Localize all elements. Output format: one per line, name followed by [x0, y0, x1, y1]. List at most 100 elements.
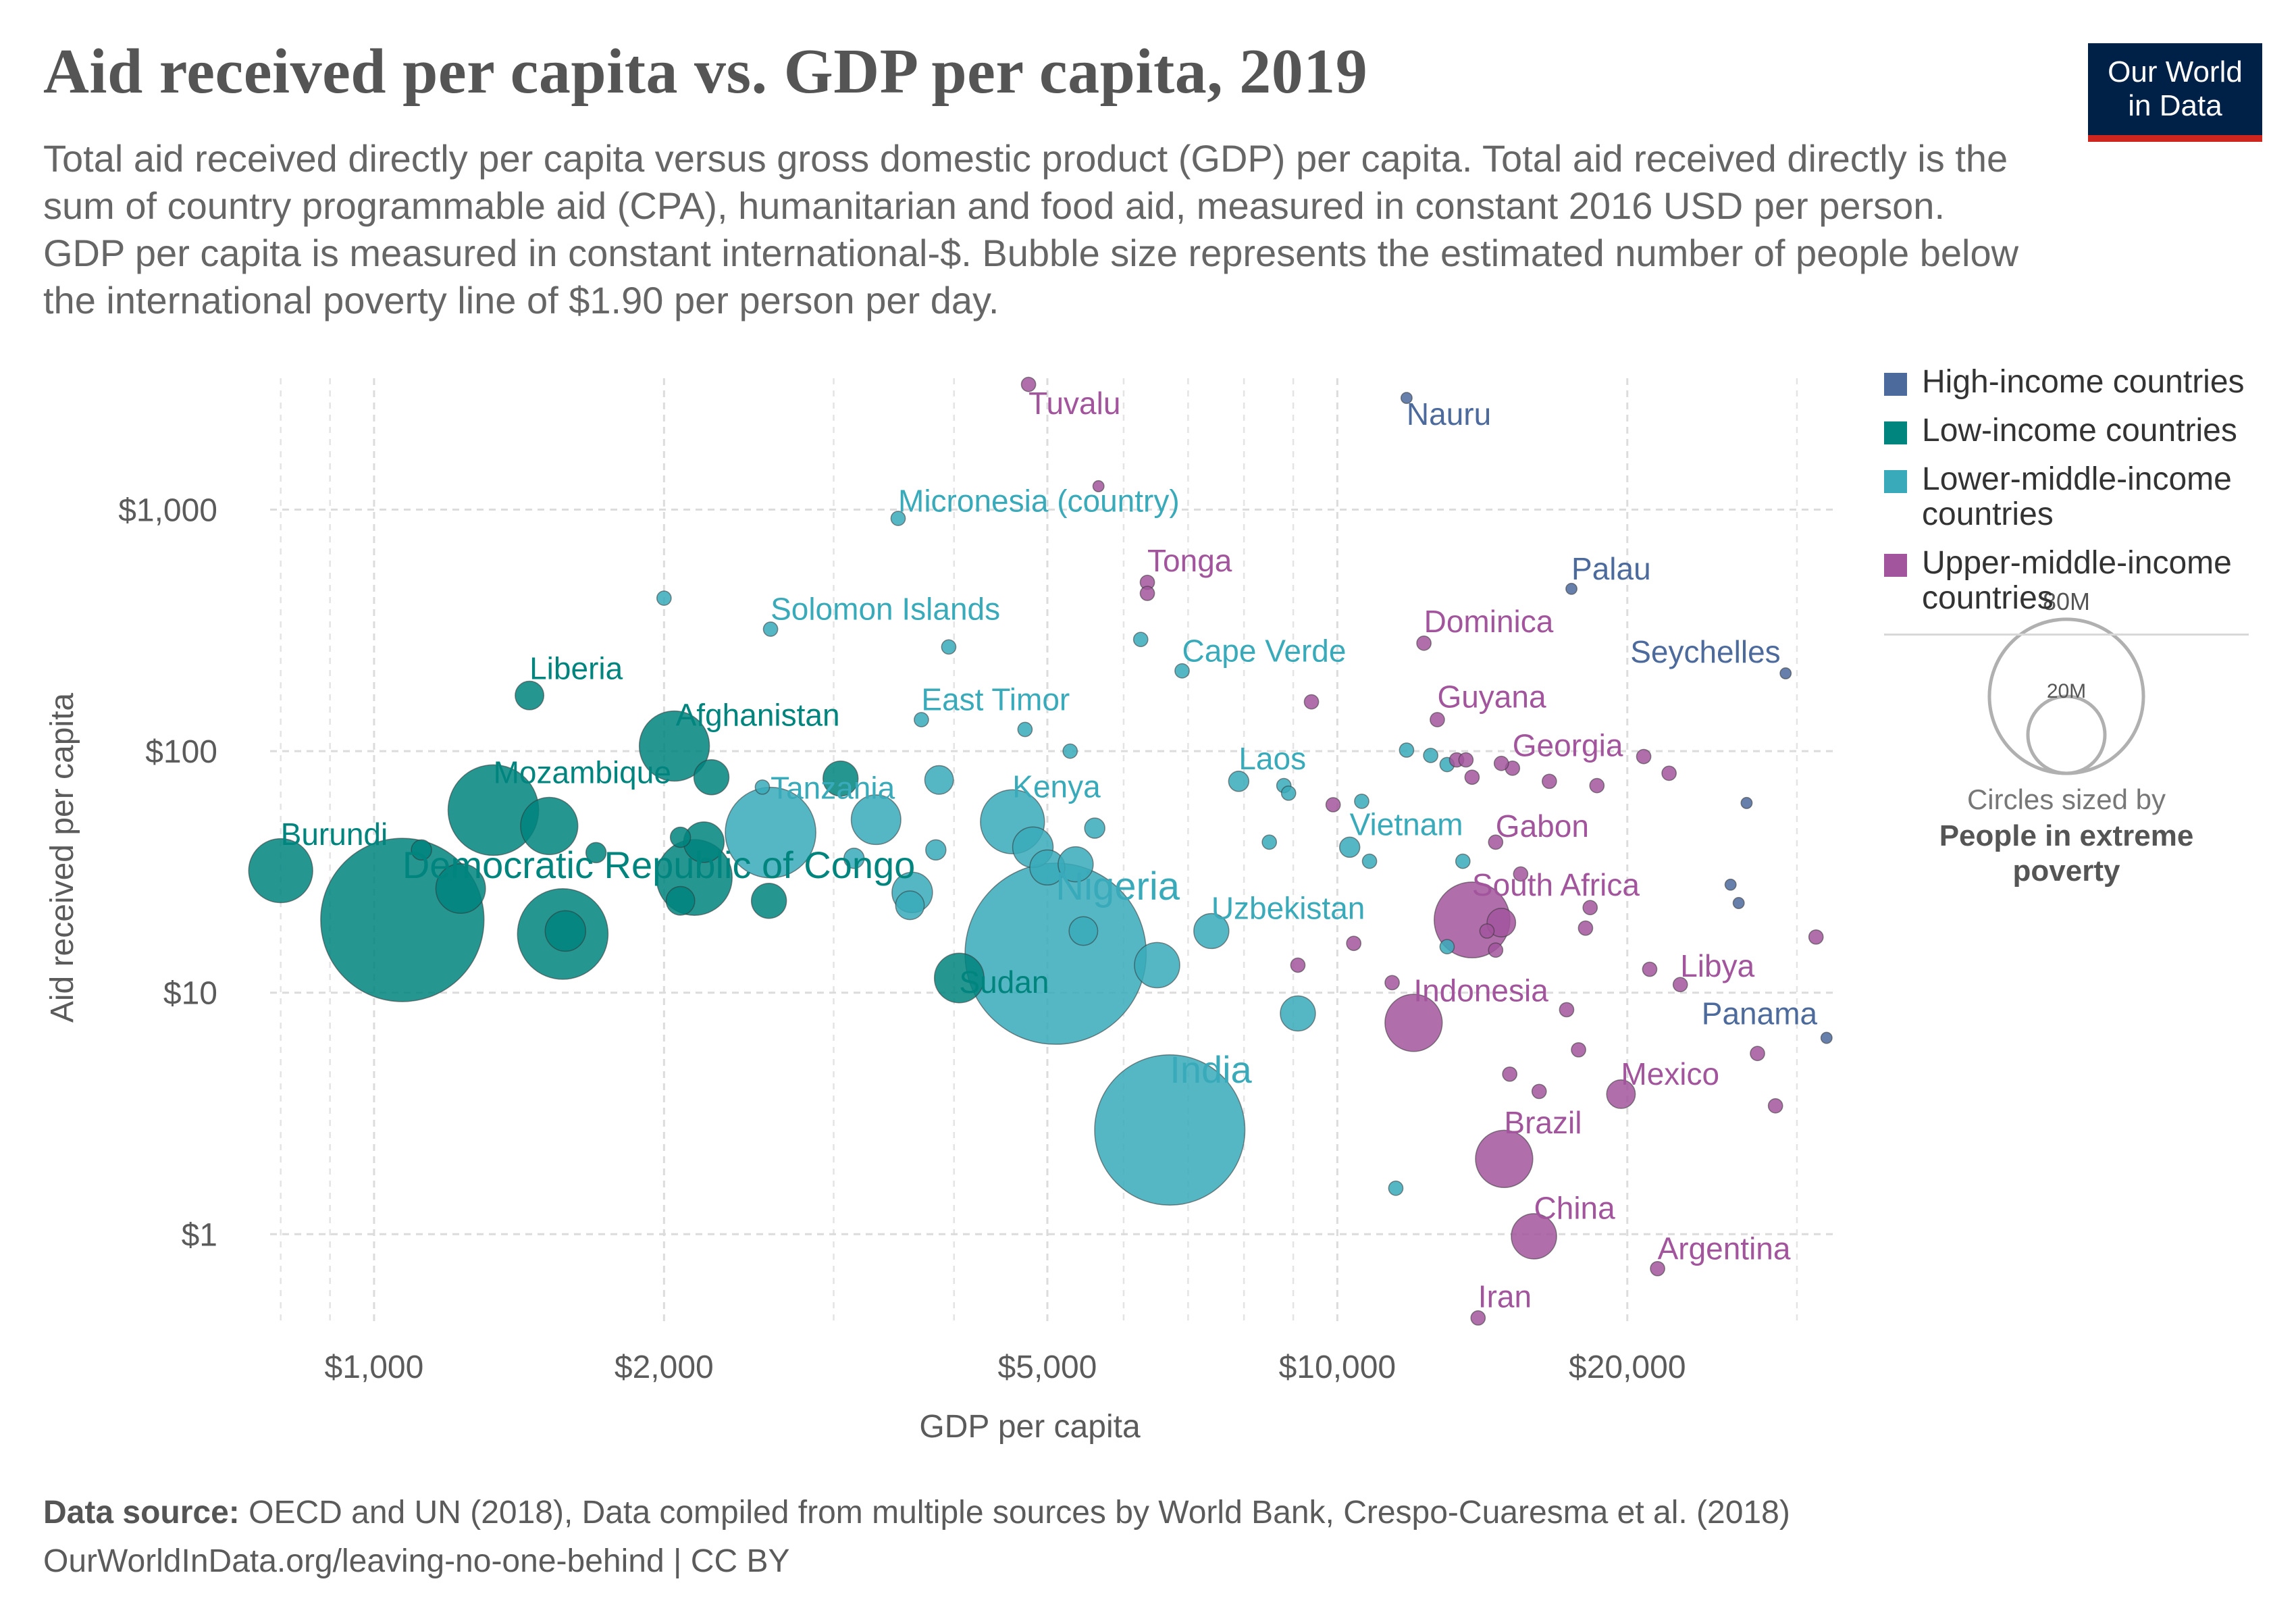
- point-panama[interactable]: [1820, 1031, 1833, 1044]
- point-unlabeled[interactable]: [1361, 853, 1378, 869]
- point-liberia[interactable]: [515, 680, 545, 711]
- point-unlabeled[interactable]: [1325, 797, 1341, 813]
- point-india[interactable]: [1094, 1054, 1246, 1206]
- legend-item-lower-middle-income[interactable]: Lower-middle-income countries: [1884, 462, 2249, 532]
- point-argentina[interactable]: [1650, 1260, 1665, 1277]
- point-unlabeled[interactable]: [1636, 748, 1652, 765]
- point-unlabeled[interactable]: [656, 590, 672, 606]
- point-iran[interactable]: [1470, 1310, 1486, 1326]
- source-url[interactable]: OurWorldInData.org/leaving-no-one-behind…: [43, 1543, 790, 1579]
- point-unlabeled[interactable]: [1261, 834, 1278, 850]
- point-unlabeled[interactable]: [941, 639, 957, 655]
- point-unlabeled[interactable]: [1084, 817, 1105, 839]
- point-nauru[interactable]: [1400, 392, 1413, 405]
- point-unlabeled[interactable]: [1062, 743, 1078, 759]
- point-unlabeled[interactable]: [520, 796, 579, 856]
- point-unlabeled[interactable]: [1502, 1066, 1518, 1082]
- point-unlabeled[interactable]: [924, 765, 954, 795]
- point-indonesia[interactable]: [1384, 994, 1443, 1052]
- point-palau[interactable]: [1565, 582, 1578, 595]
- point-guyana[interactable]: [1430, 712, 1445, 727]
- point-unlabeled[interactable]: [1134, 942, 1180, 989]
- point-unlabeled[interactable]: [1354, 794, 1369, 809]
- point-east-timor[interactable]: [914, 712, 929, 727]
- point-unlabeled[interactable]: [1577, 920, 1594, 936]
- legend-item-low-income[interactable]: Low-income countries: [1884, 413, 2249, 448]
- point-unlabeled[interactable]: [665, 885, 696, 916]
- point-unlabeled[interactable]: [1531, 1083, 1547, 1100]
- point-unlabeled[interactable]: [1571, 1041, 1586, 1058]
- point-unlabeled[interactable]: [1732, 897, 1745, 909]
- point-unlabeled[interactable]: [1388, 1180, 1404, 1196]
- point-unlabeled[interactable]: [925, 839, 947, 861]
- point-unlabeled[interactable]: [585, 842, 607, 864]
- point-unlabeled[interactable]: [1058, 846, 1094, 883]
- point-unlabeled[interactable]: [1139, 586, 1155, 601]
- point-unlabeled[interactable]: [544, 910, 587, 952]
- point-unlabeled[interactable]: [1017, 721, 1033, 738]
- point-unlabeled[interactable]: [1280, 785, 1297, 801]
- point-unlabeled[interactable]: [1724, 878, 1737, 891]
- point-unlabeled[interactable]: [1290, 957, 1306, 973]
- legend-item-high-income[interactable]: High-income countries: [1884, 365, 2249, 400]
- point-tanzania[interactable]: [725, 786, 816, 879]
- point-unlabeled[interactable]: [693, 758, 730, 796]
- point-sudan[interactable]: [933, 952, 985, 1004]
- legend-item-upper-middle-income[interactable]: Upper-middle-income countries: [1884, 546, 2249, 616]
- point-tuvalu[interactable]: [1020, 376, 1037, 392]
- point-unlabeled[interactable]: [1589, 777, 1605, 794]
- point-unlabeled[interactable]: [1661, 765, 1677, 781]
- point-solomon-islands[interactable]: [762, 621, 779, 637]
- point-unlabeled[interactable]: [1750, 1046, 1765, 1062]
- point-unlabeled[interactable]: [1464, 769, 1480, 786]
- point-unlabeled[interactable]: [435, 863, 486, 914]
- point-unlabeled[interactable]: [1384, 975, 1400, 991]
- point-unlabeled[interactable]: [823, 760, 859, 797]
- point-unlabeled[interactable]: [1513, 866, 1529, 882]
- point-unlabeled[interactable]: [411, 839, 432, 861]
- point-mexico[interactable]: [1606, 1079, 1636, 1109]
- point-unlabeled[interactable]: [754, 779, 771, 795]
- point-unlabeled[interactable]: [1455, 853, 1471, 869]
- point-unlabeled[interactable]: [750, 883, 787, 919]
- point-unlabeled[interactable]: [843, 848, 865, 869]
- point-seychelles[interactable]: [1779, 667, 1792, 679]
- point-unlabeled[interactable]: [1346, 935, 1362, 952]
- point-uzbekistan[interactable]: [1193, 912, 1230, 950]
- point-unlabeled[interactable]: [1132, 632, 1149, 648]
- owid-logo[interactable]: Our World in Data: [2088, 43, 2262, 142]
- point-unlabeled[interactable]: [1767, 1098, 1783, 1114]
- point-brazil[interactable]: [1475, 1129, 1534, 1188]
- point-unlabeled[interactable]: [895, 890, 925, 921]
- point-unlabeled[interactable]: [1439, 939, 1455, 955]
- point-label-georgia: Georgia: [1513, 727, 1623, 763]
- point-laos[interactable]: [1228, 771, 1250, 792]
- point-unlabeled[interactable]: [850, 794, 902, 846]
- point-unlabeled[interactable]: [1479, 923, 1495, 939]
- point-unlabeled[interactable]: [1582, 900, 1598, 916]
- point-cape-verde[interactable]: [1174, 663, 1190, 679]
- point-unlabeled[interactable]: [1458, 752, 1474, 768]
- point-china[interactable]: [1511, 1213, 1557, 1260]
- point-unlabeled[interactable]: [1493, 755, 1509, 771]
- point-afghanistan[interactable]: [638, 710, 710, 782]
- point-unlabeled[interactable]: [1559, 1002, 1575, 1018]
- point-unlabeled[interactable]: [1280, 995, 1316, 1032]
- point-unlabeled[interactable]: [669, 826, 692, 848]
- point-unlabeled[interactable]: [1068, 916, 1099, 946]
- point-micronesia-country[interactable]: [890, 511, 906, 526]
- point-vietnam[interactable]: [1338, 836, 1361, 858]
- point-unlabeled[interactable]: [1740, 796, 1753, 809]
- point-dominica[interactable]: [1416, 635, 1432, 651]
- point-burundi[interactable]: [248, 838, 313, 904]
- point-unlabeled[interactable]: [1423, 748, 1438, 763]
- point-unlabeled[interactable]: [1488, 942, 1504, 958]
- point-gabon[interactable]: [1488, 834, 1504, 850]
- point-unlabeled[interactable]: [1092, 480, 1105, 492]
- point-unlabeled[interactable]: [1808, 929, 1824, 945]
- point-unlabeled[interactable]: [1399, 742, 1415, 758]
- point-libya[interactable]: [1672, 977, 1688, 993]
- point-unlabeled[interactable]: [1541, 773, 1557, 790]
- point-unlabeled[interactable]: [1303, 694, 1320, 710]
- point-unlabeled[interactable]: [1642, 961, 1658, 977]
